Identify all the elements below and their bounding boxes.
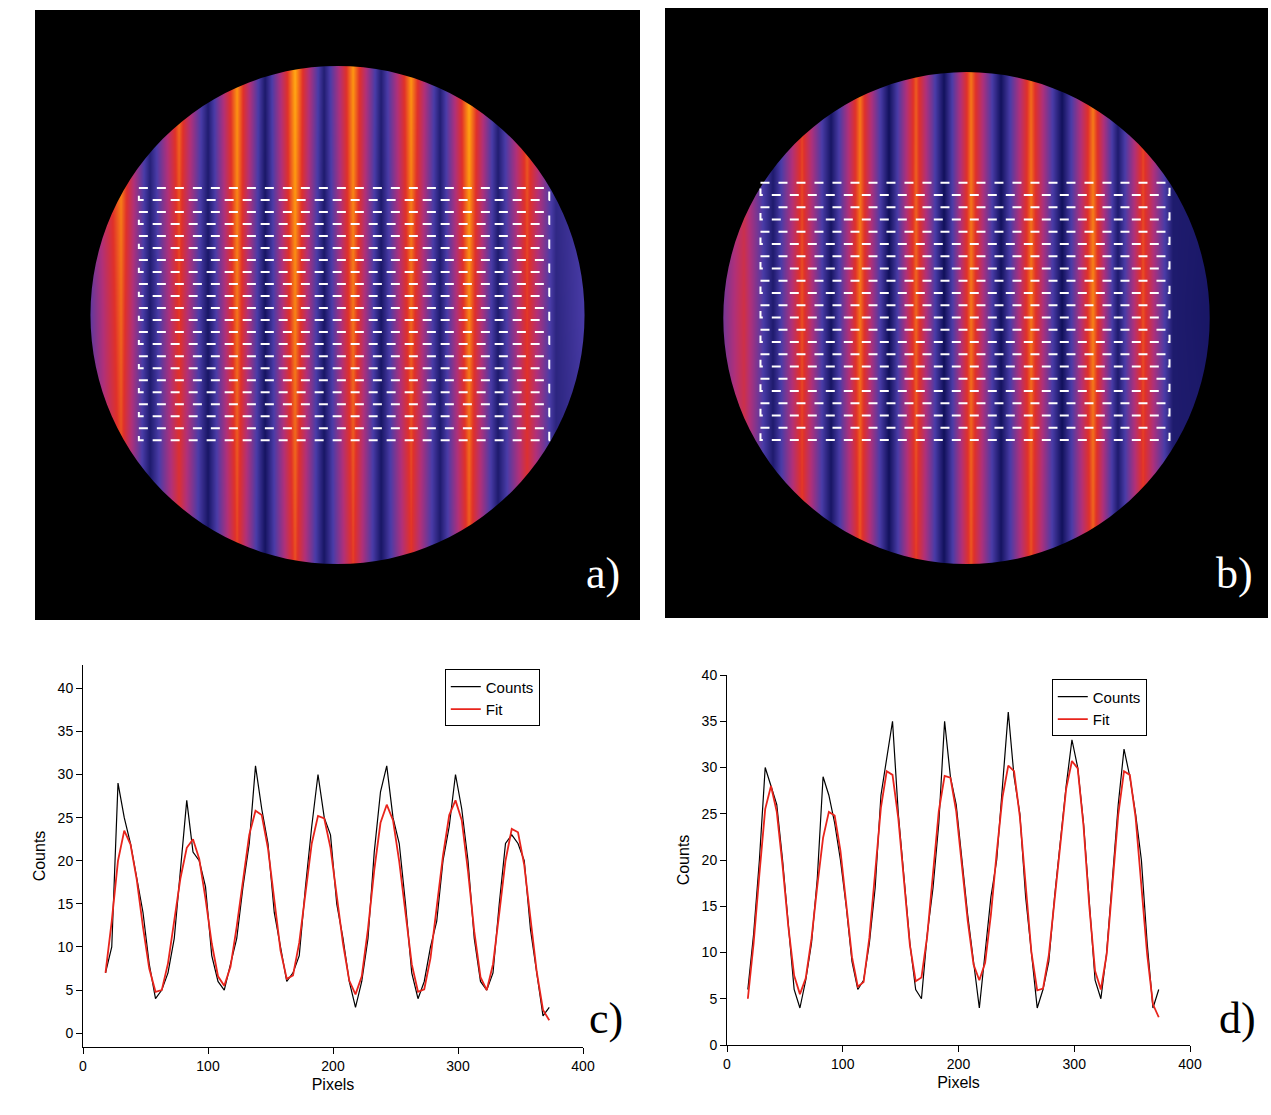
svg-text:10: 10 <box>702 944 718 960</box>
svg-text:Counts: Counts <box>486 679 534 696</box>
svg-text:d): d) <box>1219 994 1256 1043</box>
svg-text:35: 35 <box>58 723 74 739</box>
svg-text:25: 25 <box>702 806 718 822</box>
svg-text:Fit: Fit <box>1093 711 1110 728</box>
svg-text:Counts: Counts <box>1093 689 1141 706</box>
svg-text:a): a) <box>586 549 620 598</box>
svg-text:c): c) <box>589 994 623 1043</box>
svg-text:0: 0 <box>65 1025 73 1041</box>
svg-text:35: 35 <box>702 713 718 729</box>
svg-text:30: 30 <box>702 759 718 775</box>
svg-text:Pixels: Pixels <box>937 1074 980 1091</box>
svg-text:Counts: Counts <box>675 835 692 886</box>
svg-text:300: 300 <box>1063 1056 1087 1072</box>
svg-text:0: 0 <box>79 1058 87 1074</box>
svg-text:100: 100 <box>831 1056 855 1072</box>
svg-text:10: 10 <box>58 939 74 955</box>
svg-text:25: 25 <box>58 810 74 826</box>
svg-text:20: 20 <box>702 852 718 868</box>
svg-text:400: 400 <box>571 1058 595 1074</box>
svg-text:Pixels: Pixels <box>312 1076 355 1093</box>
svg-text:30: 30 <box>58 766 74 782</box>
svg-text:40: 40 <box>702 667 718 683</box>
svg-text:b): b) <box>1216 549 1253 598</box>
svg-text:200: 200 <box>947 1056 971 1072</box>
svg-text:0: 0 <box>709 1037 717 1053</box>
svg-text:200: 200 <box>321 1058 345 1074</box>
svg-text:400: 400 <box>1178 1056 1202 1072</box>
svg-text:40: 40 <box>58 680 74 696</box>
svg-text:0: 0 <box>723 1056 731 1072</box>
svg-text:15: 15 <box>58 896 74 912</box>
svg-text:300: 300 <box>446 1058 470 1074</box>
svg-text:5: 5 <box>709 991 717 1007</box>
svg-text:100: 100 <box>196 1058 220 1074</box>
svg-text:5: 5 <box>65 982 73 998</box>
svg-text:Fit: Fit <box>486 701 503 718</box>
svg-text:15: 15 <box>702 898 718 914</box>
svg-text:Counts: Counts <box>31 831 48 882</box>
svg-text:20: 20 <box>58 853 74 869</box>
